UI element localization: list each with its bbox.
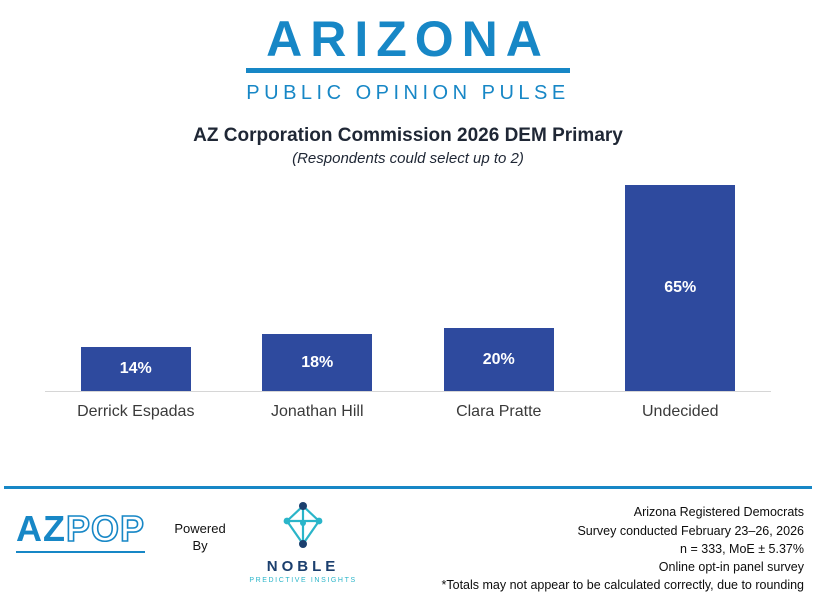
footer: AZPOP Powered By [0, 486, 816, 594]
azpop-logo-underline [16, 551, 146, 554]
brand-divider [246, 68, 570, 73]
bar-value-label: 65% [664, 279, 697, 296]
noble-logo: NOBLE PREDICTIVE INSIGHTS [243, 501, 363, 584]
azpop-logo-pop: POP [65, 508, 146, 550]
bar-column: 20% [408, 328, 590, 391]
category-label: Jonathan Hill [271, 403, 364, 420]
brand-subtitle: PUBLIC OPINION PULSE [246, 82, 570, 104]
brand-header: ARIZONA PUBLIC OPINION PULSE [0, 0, 816, 105]
chart-subtitle: (Respondents could select up to 2) [292, 150, 524, 167]
powered-by-label: Powered By [174, 521, 226, 553]
azpop-logo-az: AZ [16, 508, 66, 550]
footnote-line: *Totals may not appear to be calculated … [441, 577, 804, 592]
bar-derrick-espadas: 14% [80, 347, 191, 391]
footnote-line: n = 333, MoE ± 5.37% [680, 541, 804, 556]
bar-value-label: 20% [482, 350, 515, 368]
chart-title: AZ Corporation Commission 2026 DEM Prima… [193, 125, 623, 146]
footnote-line: Online opt-in panel survey [658, 559, 804, 574]
bar-value-label: 14% [119, 360, 152, 377]
bar-chart: 14% 18% 20% 65% Derrick Espadas Jonathan Hil… [45, 177, 771, 421]
bar-column: 65% [590, 185, 772, 391]
bar-value-label: 18% [301, 353, 334, 371]
footnote-line: Survey conducted February 23–26, 2026 [577, 523, 804, 538]
azpop-logo: AZPOP [16, 499, 146, 554]
footnote-line: Arizona Registered Democrats [633, 505, 804, 520]
brand-logo: ARIZONA PUBLIC OPINION PULSE [246, 11, 570, 105]
bar-undecided: 65% [625, 185, 736, 391]
bar-jonathan-hill: 18% [262, 334, 373, 391]
category-label: Clara Pratte [456, 403, 542, 420]
footer-row: AZPOP Powered By [0, 489, 816, 594]
bar-column: 18% [227, 334, 409, 391]
brand-title: ARIZONA [266, 11, 550, 67]
bar-column: 14% [45, 347, 227, 391]
category-labels-row: Derrick Espadas Jonathan Hill Clara Pratte… [45, 392, 771, 421]
footer-divider [4, 486, 812, 490]
noble-network-icon [283, 502, 323, 549]
bar-clara-pratte: 20% [443, 328, 554, 391]
x-axis-line [45, 391, 771, 392]
noble-logo-name: NOBLE [266, 558, 340, 576]
methodology-notes: Arizona Registered Democrats Survey condu… [363, 503, 804, 594]
category-label: Derrick Espadas [77, 403, 195, 420]
noble-logo-tagline: PREDICTIVE INSIGHTS [249, 577, 357, 585]
bars-area: 14% 18% 20% 65% [45, 177, 771, 391]
category-label: Undecided [642, 403, 719, 420]
